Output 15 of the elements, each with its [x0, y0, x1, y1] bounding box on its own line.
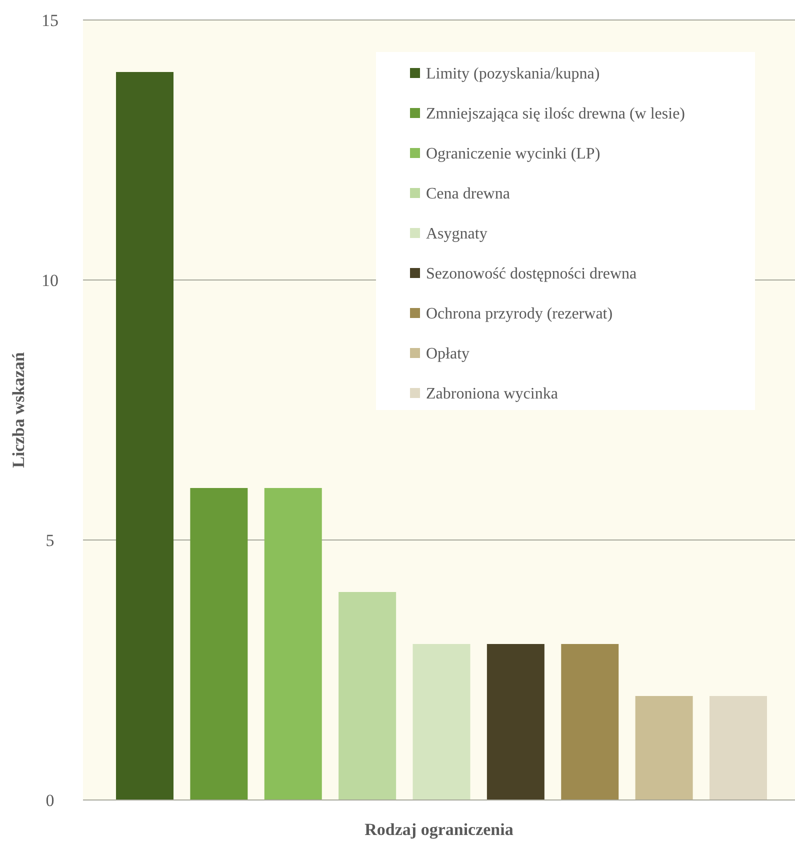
y-tick-label: 5 [46, 530, 54, 550]
y-tick-label: 0 [46, 790, 54, 810]
y-tick-label: 10 [42, 270, 58, 290]
legend-label: Opłaty [426, 346, 470, 363]
legend-label: Zabroniona wycinka [426, 386, 558, 403]
legend-label: Limity (pozyskania/kupna) [426, 66, 600, 83]
y-axis-title: Liczba wskazań [9, 352, 28, 468]
legend-label: Ochrona przyrody (rezerwat) [426, 306, 613, 323]
legend-label: Ograniczenie wycinki (LP) [426, 146, 600, 163]
x-axis-title: Rodzaj ograniczenia [364, 820, 514, 839]
y-tick-label: 15 [42, 10, 58, 30]
legend-label: Sezonowość dostępności drewna [426, 266, 637, 283]
legend-label: Asygnaty [426, 226, 488, 243]
legend-label: Zmniejszająca się ilośc drewna (w lesie) [426, 106, 685, 123]
legend-label: Cena drewna [426, 186, 510, 203]
